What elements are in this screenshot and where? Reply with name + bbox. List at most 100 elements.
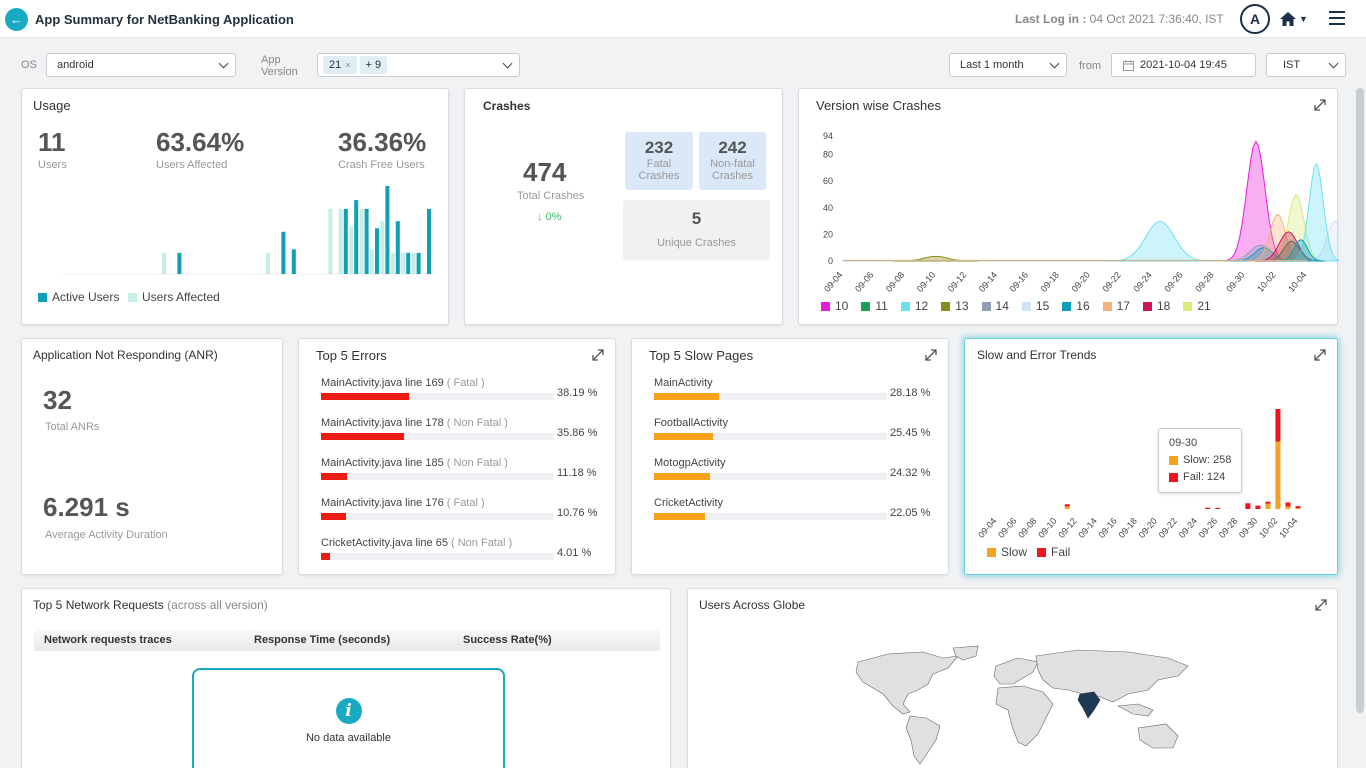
slow-bar[interactable] bbox=[1275, 441, 1281, 509]
slow-bar[interactable] bbox=[1285, 506, 1291, 509]
active-users-bar[interactable] bbox=[291, 249, 296, 274]
users-affected-bar[interactable] bbox=[401, 252, 406, 274]
hamburger-menu-icon[interactable] bbox=[1329, 11, 1345, 25]
col-traces[interactable]: Network requests traces bbox=[44, 634, 172, 646]
users-affected-bar[interactable] bbox=[338, 208, 343, 274]
users-affected-bar[interactable] bbox=[349, 226, 354, 274]
slow-page-row[interactable]: CricketActivity 22.05 % bbox=[654, 497, 944, 520]
error-name: MainActivity.java line 169 ( Fatal ) bbox=[321, 377, 485, 389]
error-row[interactable]: MainActivity.java line 176 ( Fatal ) 10.7… bbox=[321, 497, 611, 520]
expand-icon[interactable] bbox=[1314, 349, 1326, 361]
legend-version-18[interactable]: 18 bbox=[1142, 299, 1170, 313]
timezone-select[interactable]: IST bbox=[1266, 53, 1346, 77]
active-users-bar[interactable] bbox=[281, 231, 286, 274]
version-12-area[interactable] bbox=[1290, 162, 1339, 262]
slow-page-row[interactable]: MainActivity 28.18 % bbox=[654, 377, 944, 400]
active-users-bar[interactable] bbox=[416, 252, 421, 274]
error-row[interactable]: MainActivity.java line 178 ( Non Fatal )… bbox=[321, 417, 611, 440]
users-affected-bar[interactable] bbox=[380, 221, 385, 274]
expand-icon[interactable] bbox=[925, 349, 937, 361]
active-users-bar[interactable] bbox=[343, 208, 348, 274]
fail-bar[interactable] bbox=[1295, 506, 1301, 509]
tooltip-fail-text: Fail: 124 bbox=[1183, 471, 1226, 483]
legend-active-users[interactable]: Active Users bbox=[38, 290, 119, 304]
users-affected-bar[interactable] bbox=[411, 252, 416, 274]
legend-version-13[interactable]: 13 bbox=[941, 299, 969, 313]
error-bar-track bbox=[321, 393, 554, 400]
users-affected-bar[interactable] bbox=[328, 208, 333, 274]
page-scrollbar[interactable] bbox=[1356, 88, 1364, 713]
slow-bar[interactable] bbox=[1295, 508, 1301, 509]
slow-bar[interactable] bbox=[1265, 503, 1271, 509]
active-users-bar[interactable] bbox=[395, 221, 400, 274]
error-percent: 4.01 % bbox=[557, 547, 592, 559]
world-map[interactable] bbox=[848, 644, 1208, 768]
slow-bar[interactable] bbox=[1064, 506, 1070, 509]
legend-version-16[interactable]: 16 bbox=[1062, 299, 1090, 313]
active-users-bar[interactable] bbox=[364, 208, 369, 274]
users-affected-bar[interactable] bbox=[266, 252, 270, 274]
col-success-rate[interactable]: Success Rate(%) bbox=[463, 634, 552, 646]
legend-version-11[interactable]: 11 bbox=[861, 299, 888, 313]
fail-bar[interactable] bbox=[1255, 505, 1261, 509]
x-tick-label: 09-04 bbox=[822, 270, 844, 294]
fail-bar[interactable] bbox=[1275, 409, 1281, 442]
users-affected-bar[interactable] bbox=[162, 252, 166, 274]
chevron-down-icon[interactable]: ▼ bbox=[1299, 14, 1308, 24]
unique-crashes-value: 5 bbox=[691, 209, 702, 228]
expand-icon[interactable] bbox=[1315, 599, 1327, 611]
fail-bar[interactable] bbox=[1245, 503, 1251, 509]
legend-version-15[interactable]: 15 bbox=[1021, 299, 1049, 313]
legend-version-10[interactable]: 10 bbox=[821, 299, 848, 313]
legend-version-12[interactable]: 12 bbox=[900, 299, 928, 313]
fail-bar[interactable] bbox=[1205, 507, 1211, 509]
col-response-time[interactable]: Response Time (seconds) bbox=[254, 634, 391, 646]
os-select[interactable]: android bbox=[46, 53, 236, 77]
legend-swatch bbox=[981, 302, 991, 312]
app-version-select[interactable]: 21 × + 9 bbox=[317, 53, 520, 77]
users-affected-bar[interactable] bbox=[390, 252, 395, 274]
back-button[interactable]: ← bbox=[5, 8, 28, 31]
active-users-bar[interactable] bbox=[354, 200, 359, 274]
active-users-bar[interactable] bbox=[406, 252, 411, 274]
home-icon[interactable] bbox=[1280, 12, 1296, 26]
legend-slow[interactable]: Slow bbox=[987, 545, 1027, 559]
slow-page-row[interactable]: FootballActivity 25.45 % bbox=[654, 417, 944, 440]
fail-bar[interactable] bbox=[1285, 502, 1291, 507]
x-tick-label: 09-28 bbox=[1217, 516, 1239, 540]
period-select[interactable]: Last 1 month bbox=[949, 53, 1067, 77]
close-icon[interactable]: × bbox=[345, 60, 351, 70]
version-12-area[interactable] bbox=[1108, 220, 1212, 262]
unique-crashes-box[interactable]: 5 Unique Crashes bbox=[623, 200, 770, 260]
legend-fail[interactable]: Fail bbox=[1037, 545, 1070, 559]
version-more-chip[interactable]: + 9 bbox=[359, 56, 388, 74]
error-row[interactable]: CricketActivity.java line 65 ( Non Fatal… bbox=[321, 537, 611, 560]
active-users-bar[interactable] bbox=[385, 186, 390, 274]
fatal-crashes-box[interactable]: 232 Fatal Crashes bbox=[625, 132, 693, 190]
version-18-area[interactable] bbox=[1255, 231, 1322, 262]
active-users-bar[interactable] bbox=[177, 252, 182, 274]
legend-users-affected[interactable]: Users Affected bbox=[128, 290, 220, 304]
legend-version-17[interactable]: 17 bbox=[1102, 299, 1130, 313]
active-users-bar[interactable] bbox=[375, 228, 379, 274]
users-affected-bar[interactable] bbox=[370, 249, 374, 274]
fail-bar[interactable] bbox=[1265, 501, 1271, 504]
active-users-bar[interactable] bbox=[427, 208, 431, 274]
legend-version-14[interactable]: 14 bbox=[981, 299, 1009, 313]
users-affected-bar[interactable] bbox=[359, 208, 364, 274]
nonfatal-crashes-box[interactable]: 242 Non-fatal Crashes bbox=[699, 132, 766, 190]
fail-bar[interactable] bbox=[1064, 504, 1070, 507]
legend-swatch bbox=[128, 293, 137, 303]
error-row[interactable]: MainActivity.java line 169 ( Fatal ) 38.1… bbox=[321, 377, 611, 400]
error-row[interactable]: MainActivity.java line 185 ( Non Fatal )… bbox=[321, 457, 611, 480]
from-date-input[interactable]: 2021-10-04 19:45 bbox=[1111, 53, 1256, 77]
legend-version-21[interactable]: 21 bbox=[1183, 299, 1211, 313]
slow-page-row[interactable]: MotogpActivity 24.32 % bbox=[654, 457, 944, 480]
avatar[interactable]: A bbox=[1240, 4, 1270, 34]
expand-icon[interactable] bbox=[592, 349, 604, 361]
india-shape[interactable] bbox=[1077, 691, 1101, 719]
version-chip[interactable]: 21 × bbox=[323, 56, 357, 74]
expand-icon[interactable] bbox=[1314, 99, 1326, 111]
fail-bar[interactable] bbox=[1215, 507, 1221, 509]
page-title: App Summary for NetBanking Application bbox=[35, 12, 294, 27]
